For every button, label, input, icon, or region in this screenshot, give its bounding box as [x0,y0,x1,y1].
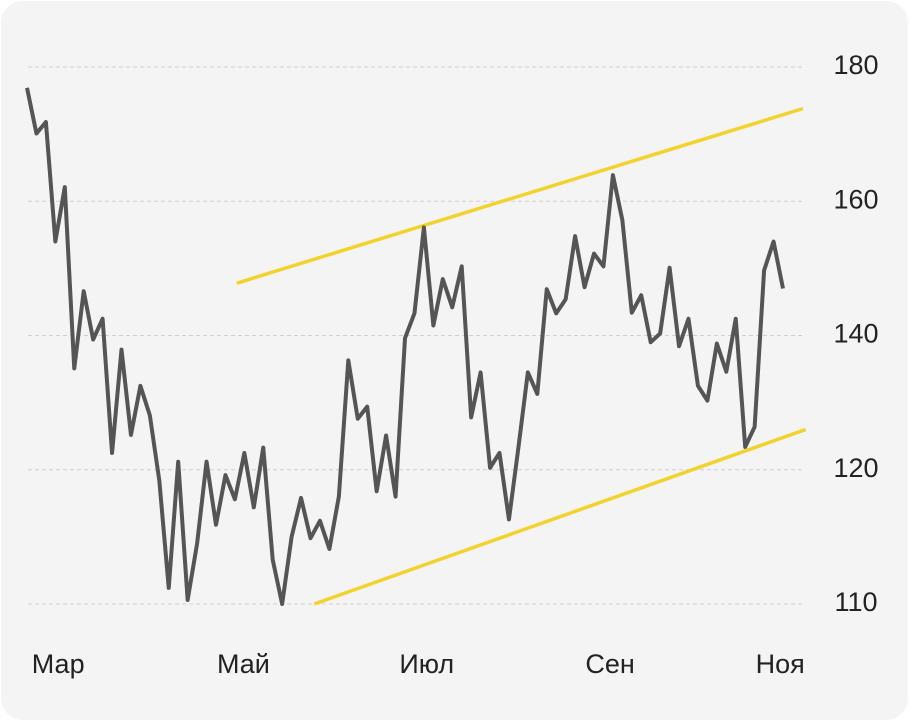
x-tick-label: Мар [32,649,85,679]
y-tick-label: 140 [833,319,878,349]
trend-line [236,106,804,285]
y-tick-label: 110 [834,587,877,617]
y-tick-label: 120 [833,453,878,483]
price-line [25,87,785,606]
x-tick-label: Ноя [756,649,805,679]
y-tick-label: 160 [833,184,878,214]
x-tick-label: Май [217,649,270,679]
trend-line [313,427,807,606]
x-tick-label: Июл [399,649,454,679]
x-tick-label: Сен [585,649,634,679]
y-tick-label: 180 [833,50,878,80]
